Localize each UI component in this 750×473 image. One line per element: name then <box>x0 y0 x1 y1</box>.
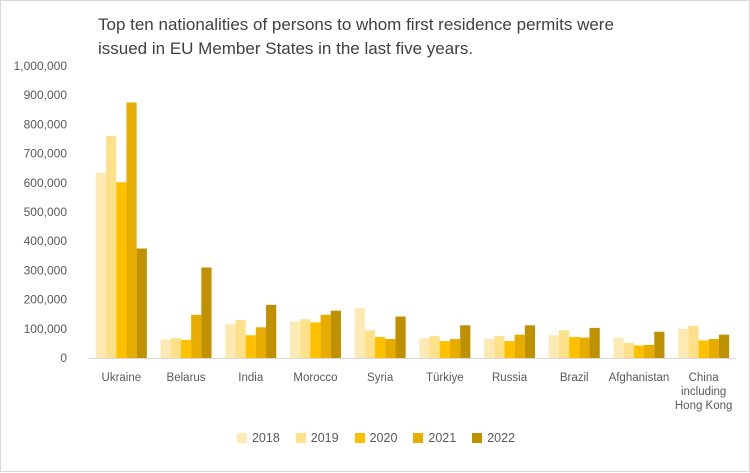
bar-2021 <box>320 314 331 358</box>
bar-2022 <box>395 316 406 358</box>
bar-2022 <box>266 304 277 358</box>
y-tick-label: 300,000 <box>24 263 68 277</box>
legend-swatch <box>354 433 365 443</box>
bar-2021 <box>255 327 267 358</box>
legend-item-2020: 2020 <box>354 431 398 445</box>
x-tick-label: Ukraine <box>102 372 142 384</box>
x-tick-label: India <box>238 372 264 384</box>
bar-2018 <box>289 321 301 358</box>
bar-2019 <box>300 319 311 358</box>
bar-2020 <box>439 341 450 358</box>
chart-title-line-1: Top ten nationalities of persons to whom… <box>98 15 614 34</box>
y-tick-label: 400,000 <box>24 234 68 248</box>
bar-2019 <box>364 330 376 358</box>
bar-2021 <box>644 344 655 358</box>
bar-2022 <box>460 325 471 358</box>
legend-label: 2018 <box>251 431 280 445</box>
bar-2020 <box>245 335 256 358</box>
bar-2018 <box>160 339 171 358</box>
bar-2020 <box>116 182 127 358</box>
legend-item-2019: 2019 <box>295 431 339 445</box>
bar-2018 <box>354 307 365 358</box>
bar-2022 <box>654 331 665 358</box>
bar-2020 <box>569 336 580 358</box>
x-tick-label: Syria <box>367 372 394 384</box>
bar-2019 <box>623 342 634 358</box>
legend-swatch <box>472 433 483 443</box>
bar-2020 <box>310 322 321 358</box>
legend-label: 2021 <box>428 431 457 445</box>
legend-label: 2020 <box>369 431 398 445</box>
bar-2022 <box>201 267 212 358</box>
legend-item-2018: 2018 <box>236 431 280 445</box>
y-tick-label: 600,000 <box>24 176 68 190</box>
bar-2020 <box>504 341 515 358</box>
chart-title-line-2: issued in EU Member States in the last f… <box>98 39 474 58</box>
bar-2021 <box>514 334 525 358</box>
y-tick-label: 700,000 <box>24 147 68 161</box>
bar-2021 <box>708 339 719 358</box>
bar-2019 <box>558 330 570 358</box>
legend-swatch <box>295 433 306 443</box>
bar-2018 <box>225 323 236 358</box>
bar-2018 <box>678 328 689 358</box>
legend-swatch <box>236 433 247 443</box>
x-tick-label: including <box>681 386 726 398</box>
bar-2022 <box>718 334 730 358</box>
y-tick-label: 800,000 <box>24 117 68 131</box>
bar-2019 <box>429 336 440 358</box>
legend-label: 2022 <box>487 431 516 445</box>
bar-2020 <box>633 345 645 358</box>
bar-2021 <box>126 102 137 358</box>
legend-swatch <box>413 433 424 443</box>
y-tick-label: 900,000 <box>24 88 68 102</box>
legend-label: 2019 <box>310 431 339 445</box>
bar-2021 <box>449 339 461 358</box>
x-tick-label: Afghanistan <box>609 372 670 384</box>
bar-2018 <box>95 172 107 358</box>
bar-2019 <box>494 336 505 358</box>
legend: 2018 2019 2020 2021 2022 <box>1 431 750 445</box>
legend-item-2022: 2022 <box>472 431 515 445</box>
bar-2018 <box>613 337 624 358</box>
x-tick-label: Morocco <box>293 372 337 384</box>
bar-2018 <box>484 339 495 358</box>
bar-2022 <box>589 327 600 358</box>
x-tick-label: Russia <box>492 372 528 384</box>
x-tick-label: Türkiye <box>426 372 464 384</box>
y-tick-label: 0 <box>60 351 67 365</box>
x-tick-label: Brazil <box>560 372 589 384</box>
bar-2019 <box>170 338 181 358</box>
bar-2019 <box>688 325 699 358</box>
bar-2019 <box>235 320 246 358</box>
bar-2021 <box>579 337 590 358</box>
bar-2020 <box>375 336 386 358</box>
y-tick-label: 500,000 <box>24 205 68 219</box>
y-tick-label: 100,000 <box>24 322 68 336</box>
x-tick-label: Belarus <box>167 372 206 384</box>
x-tick-label: China <box>689 372 720 384</box>
bar-2020 <box>180 339 192 358</box>
legend-item-2021: 2021 <box>413 431 456 445</box>
bar-2022 <box>524 325 536 358</box>
bar-2018 <box>419 338 430 358</box>
y-tick-label: 200,000 <box>24 293 68 307</box>
x-tick-label: Hong Kong <box>675 400 733 412</box>
bar-2022 <box>136 248 147 358</box>
bar-2021 <box>385 339 396 358</box>
chart-title: Top ten nationalities of persons to whom… <box>98 13 718 61</box>
bar-2021 <box>191 314 202 358</box>
y-tick-label: 1,000,000 <box>14 59 68 73</box>
bar-2020 <box>698 340 709 358</box>
bar-2019 <box>106 136 117 358</box>
bar-2022 <box>330 310 341 358</box>
bar-2018 <box>548 335 559 358</box>
